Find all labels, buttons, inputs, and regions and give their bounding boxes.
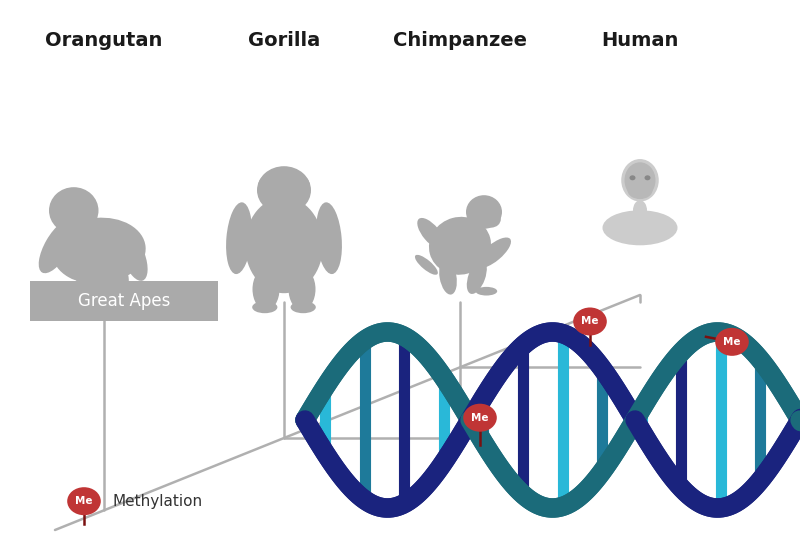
Ellipse shape (482, 211, 501, 227)
Ellipse shape (106, 263, 129, 296)
Ellipse shape (252, 301, 278, 313)
Ellipse shape (630, 175, 635, 180)
Ellipse shape (74, 288, 95, 301)
Ellipse shape (439, 259, 457, 295)
Text: Orangutan: Orangutan (46, 31, 162, 50)
Text: Methylation: Methylation (112, 494, 202, 508)
Ellipse shape (429, 217, 491, 275)
Ellipse shape (245, 197, 323, 293)
Ellipse shape (415, 255, 438, 275)
Ellipse shape (257, 166, 311, 214)
Ellipse shape (111, 287, 130, 298)
Text: Me: Me (723, 337, 741, 347)
Text: Gorilla: Gorilla (248, 31, 320, 50)
Ellipse shape (49, 187, 98, 234)
FancyBboxPatch shape (30, 281, 218, 321)
Ellipse shape (418, 218, 445, 249)
Text: Me: Me (471, 413, 489, 423)
Ellipse shape (258, 171, 310, 198)
Ellipse shape (633, 200, 647, 220)
Ellipse shape (466, 260, 487, 294)
Text: Me: Me (75, 496, 93, 506)
Ellipse shape (466, 195, 502, 229)
Ellipse shape (290, 301, 316, 313)
Text: Me: Me (582, 316, 598, 326)
Ellipse shape (67, 487, 101, 515)
Ellipse shape (226, 202, 252, 274)
Ellipse shape (622, 159, 658, 202)
Ellipse shape (76, 262, 98, 297)
Ellipse shape (602, 211, 678, 245)
Text: Chimpanzee: Chimpanzee (393, 31, 527, 50)
Ellipse shape (52, 218, 146, 284)
Ellipse shape (121, 234, 148, 281)
Ellipse shape (316, 202, 342, 274)
Ellipse shape (715, 328, 749, 356)
Ellipse shape (475, 287, 497, 296)
Ellipse shape (645, 175, 650, 180)
Ellipse shape (289, 268, 315, 310)
Ellipse shape (253, 268, 279, 310)
Ellipse shape (38, 220, 76, 273)
Ellipse shape (573, 307, 606, 335)
Ellipse shape (463, 404, 497, 432)
Ellipse shape (476, 237, 511, 268)
Text: Great Apes: Great Apes (78, 292, 170, 310)
Ellipse shape (625, 162, 655, 198)
Ellipse shape (627, 181, 653, 199)
Text: Human: Human (602, 31, 678, 50)
